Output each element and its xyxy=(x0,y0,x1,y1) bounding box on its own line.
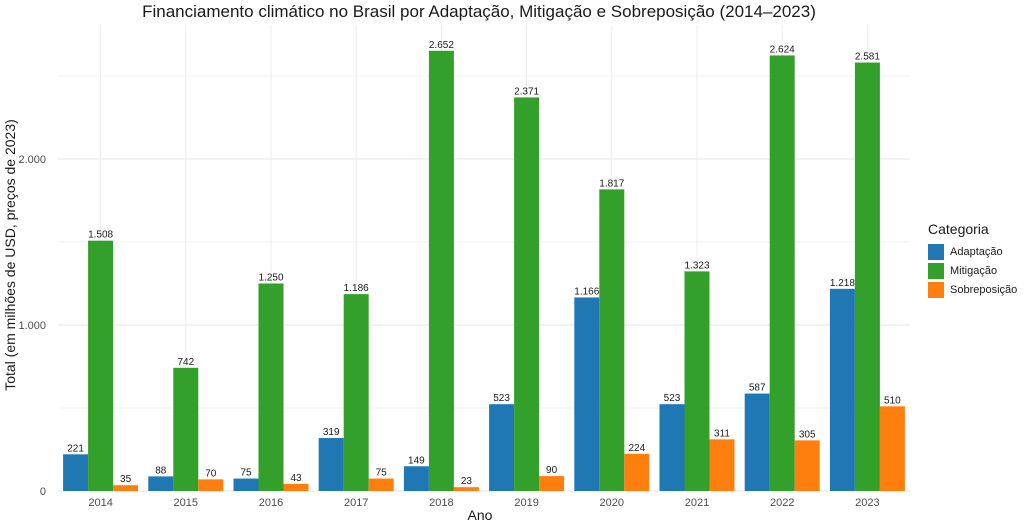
bar-2016-2 xyxy=(283,483,309,491)
chart-title: Financiamento climático no Brasil por Ad… xyxy=(142,2,816,21)
bar-2017-0 xyxy=(318,438,344,491)
x-tick-label: 2023 xyxy=(855,497,879,509)
legend-swatch-mitigacao xyxy=(928,263,944,279)
legend-swatch-adaptacao xyxy=(928,244,944,260)
legend: Categoria Adaptação Mitigação Sobreposiç… xyxy=(928,221,1017,300)
legend-label-adaptacao: Adaptação xyxy=(950,246,1003,258)
bar-2022-2 xyxy=(794,440,820,491)
x-tick-label: 2018 xyxy=(429,497,453,509)
data-label: 305 xyxy=(799,429,816,440)
value-labels-group: 221 1.508 35 88 742 70 75 1.250 43 319 1.186 75 149 2… xyxy=(67,40,901,487)
x-tick-label: 2021 xyxy=(685,497,709,509)
y-tick-label: 2.000 xyxy=(18,154,46,166)
bar-2017-1 xyxy=(343,294,369,491)
data-label: 149 xyxy=(408,455,425,466)
data-label: 70 xyxy=(205,468,217,479)
data-label: 742 xyxy=(177,357,194,368)
data-label: 43 xyxy=(290,473,302,484)
data-label: 510 xyxy=(884,395,901,406)
data-label: 319 xyxy=(323,427,340,438)
bar-2014-1 xyxy=(88,240,114,491)
x-axis-ticks: 2014 2015 2016 2017 2018 2019 2020 2021 2022 2023 xyxy=(88,497,879,509)
bars-group xyxy=(63,50,905,492)
data-label: 2.652 xyxy=(429,40,454,51)
y-axis-ticks: 0 1.000 2.000 xyxy=(18,154,46,498)
bar-2018-2 xyxy=(453,487,479,491)
data-label: 75 xyxy=(240,468,252,479)
legend-title: Categoria xyxy=(928,221,989,237)
x-tick-label: 2015 xyxy=(174,497,198,509)
x-tick-label: 2022 xyxy=(770,497,794,509)
bar-2019-0 xyxy=(489,404,515,491)
legend-item-mitigacao: Mitigação xyxy=(928,262,1017,280)
data-label: 1.323 xyxy=(684,260,709,271)
x-tick-label: 2019 xyxy=(514,497,538,509)
legend-swatch-sobreposicao xyxy=(928,282,944,298)
data-label: 221 xyxy=(67,443,84,454)
x-tick-label: 2017 xyxy=(344,497,368,509)
bar-2020-2 xyxy=(624,453,650,491)
bar-2023-2 xyxy=(879,406,905,491)
bar-2015-2 xyxy=(198,479,224,491)
data-label: 1.817 xyxy=(599,178,624,189)
data-label: 88 xyxy=(155,465,167,476)
bar-2021-1 xyxy=(684,271,710,491)
data-label: 90 xyxy=(546,465,558,476)
bar-2018-0 xyxy=(403,466,429,491)
bar-2021-0 xyxy=(659,404,685,491)
x-tick-label: 2016 xyxy=(259,497,283,509)
y-axis-label: Total (em milhões de USD, preços de 2023… xyxy=(2,119,18,391)
data-label: 35 xyxy=(120,474,132,485)
data-label: 311 xyxy=(714,428,730,439)
bar-2016-1 xyxy=(258,283,284,491)
bar-2020-1 xyxy=(599,189,625,492)
data-label: 1.218 xyxy=(830,278,855,289)
bar-2022-0 xyxy=(744,393,770,491)
data-label: 224 xyxy=(628,443,645,454)
data-label: 23 xyxy=(461,476,473,487)
data-label: 1.508 xyxy=(88,230,113,241)
bar-2019-2 xyxy=(539,476,565,491)
data-label: 523 xyxy=(664,393,681,404)
bar-2019-1 xyxy=(514,97,540,491)
x-axis-label: Ano xyxy=(468,507,493,523)
bar-2015-0 xyxy=(148,476,174,491)
data-label: 1.186 xyxy=(344,283,369,294)
data-label: 1.250 xyxy=(258,273,283,284)
y-tick-label: 0 xyxy=(40,486,46,498)
x-tick-label: 2014 xyxy=(88,497,112,509)
bar-2017-2 xyxy=(368,478,394,491)
bar-2018-1 xyxy=(428,50,454,491)
bar-2021-2 xyxy=(709,439,735,491)
data-label: 2.581 xyxy=(855,52,880,63)
x-tick-label: 2020 xyxy=(600,497,624,509)
data-label: 2.371 xyxy=(514,86,539,97)
bar-2023-0 xyxy=(829,288,855,491)
legend-item-adaptacao: Adaptação xyxy=(928,243,1017,261)
data-label: 523 xyxy=(493,393,510,404)
bar-2014-2 xyxy=(113,485,139,491)
bar-2014-0 xyxy=(63,454,89,491)
y-tick-label: 1.000 xyxy=(18,320,46,332)
bar-2015-1 xyxy=(173,367,199,491)
data-label: 2.624 xyxy=(770,44,795,55)
legend-label-mitigacao: Mitigação xyxy=(950,265,998,277)
data-label: 587 xyxy=(749,383,766,394)
bar-2016-0 xyxy=(233,478,259,491)
legend-label-sobreposicao: Sobreposição xyxy=(950,284,1018,296)
legend-item-sobreposicao: Sobreposição xyxy=(928,281,1017,299)
bar-2020-0 xyxy=(574,297,600,491)
bar-2022-1 xyxy=(769,55,795,491)
data-label: 1.166 xyxy=(574,286,599,297)
bar-2023-1 xyxy=(854,62,880,491)
data-label: 75 xyxy=(376,468,388,479)
